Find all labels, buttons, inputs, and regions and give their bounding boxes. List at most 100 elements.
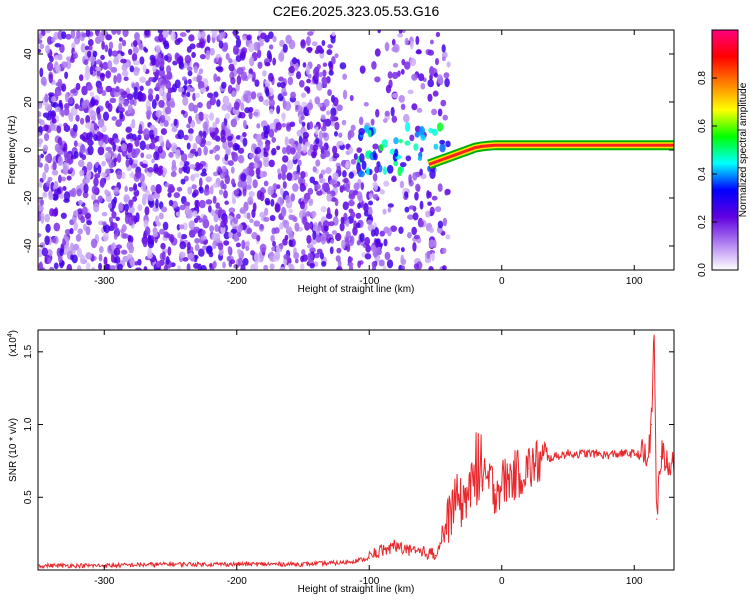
snr-point	[540, 460, 543, 462]
heatmap-cell	[202, 121, 209, 130]
heatmap-cell	[345, 230, 351, 239]
heatmap-cell	[40, 153, 44, 159]
heatmap-cell	[316, 63, 321, 70]
heatmap-cell	[233, 217, 239, 224]
heatmap-cell	[328, 61, 334, 72]
heatmap-cell	[233, 101, 240, 111]
heatmap-cell	[118, 37, 123, 42]
heatmap-cell	[53, 262, 59, 270]
heatmap-cell	[294, 222, 300, 232]
heatmap-cell	[404, 140, 411, 146]
heatmap-cell	[224, 200, 229, 205]
heatmap-cell	[389, 148, 396, 155]
heatmap-cell	[305, 36, 311, 47]
heatmap-cell	[212, 171, 219, 177]
heatmap-cell	[309, 121, 314, 130]
heatmap-cell	[38, 154, 41, 164]
heatmap-cell	[313, 252, 320, 259]
heatmap-cell	[289, 263, 295, 270]
heatmap-cell	[294, 258, 299, 264]
heatmap-cell	[197, 111, 204, 122]
snr-line	[38, 330, 674, 570]
heatmap-cell	[220, 172, 225, 180]
snr-point	[236, 563, 238, 565]
heatmap-cell	[41, 247, 48, 257]
heatmap-cell	[161, 206, 168, 213]
heatmap-cell	[133, 86, 138, 92]
heatmap-cell	[64, 92, 69, 103]
heatmap-cell	[208, 205, 212, 213]
heatmap-cell	[118, 42, 123, 52]
heatmap-cell	[178, 62, 185, 69]
heatmap-cell	[59, 193, 65, 199]
heatmap-cell	[100, 54, 105, 61]
heatmap-cell	[167, 246, 172, 256]
heatmap-cell	[48, 194, 54, 200]
heatmap-cell	[118, 202, 124, 212]
heatmap-cell	[390, 106, 395, 117]
heatmap-cell	[111, 30, 117, 35]
heatmap-cell	[314, 126, 319, 136]
heatmap-cell	[97, 195, 104, 203]
heatmap-cell	[394, 148, 399, 157]
heatmap-cell	[248, 152, 255, 159]
snr-point	[650, 423, 653, 426]
heatmap-cell	[326, 193, 333, 202]
heatmap-cell	[393, 137, 399, 145]
heatmap-cell	[112, 141, 117, 152]
heatmap-cell	[82, 191, 89, 199]
heatmap-cell	[212, 121, 218, 129]
heatmap-cell	[276, 184, 281, 190]
heatmap-cell	[76, 30, 81, 39]
heatmap-cell	[411, 103, 418, 111]
snr-point	[342, 562, 344, 564]
heatmap-cell	[359, 65, 366, 74]
heatmap-cell	[411, 73, 418, 81]
heatmap-cell	[39, 119, 45, 126]
heatmap-cell	[171, 159, 177, 169]
heatmap-cell	[221, 103, 228, 111]
heatmap-cell	[188, 221, 195, 228]
heatmap-cell	[182, 256, 189, 262]
heatmap-cell	[229, 259, 236, 265]
heatmap-cell	[108, 137, 113, 144]
heatmap-cell	[166, 91, 172, 102]
heatmap-cell	[331, 56, 336, 65]
heatmap-cell	[263, 180, 269, 187]
heatmap-cell	[302, 207, 306, 218]
heatmap-cell	[358, 170, 365, 178]
heatmap-cell	[357, 260, 362, 268]
heatmap-cell	[195, 113, 200, 122]
snr-y-tick-label: 1.0	[23, 417, 34, 431]
heatmap-cell	[340, 216, 345, 224]
heatmap-cell	[158, 32, 164, 43]
heatmap-cell	[358, 127, 366, 136]
heatmap-cell	[273, 251, 281, 260]
heatmap-cell	[231, 151, 236, 157]
heatmap-cell	[115, 227, 120, 236]
heatmap-cell	[96, 69, 101, 77]
heatmap-cell	[121, 64, 128, 72]
heatmap-cell	[84, 45, 90, 51]
heatmap-cell	[209, 130, 216, 138]
heatmap-cell	[168, 151, 174, 158]
heatmap-cell	[306, 102, 314, 111]
heatmap-cell	[250, 91, 257, 100]
heatmap-cell	[186, 66, 193, 72]
heatmap-cell	[156, 167, 164, 176]
heatmap-cell	[44, 213, 51, 223]
heatmap-cell	[301, 101, 307, 107]
heatmap-cell	[228, 231, 233, 239]
heatmap-cell	[335, 255, 341, 262]
snr-point	[640, 454, 642, 456]
heatmap-cell	[386, 164, 394, 174]
heatmap-cell	[404, 206, 410, 213]
heatmap-cell	[302, 131, 310, 139]
snr-point	[474, 482, 476, 484]
heatmap-cell	[57, 53, 63, 61]
heatmap-cell	[311, 41, 318, 47]
heatmap-cell	[42, 144, 49, 152]
heatmap-cell	[113, 74, 117, 85]
spectrogram-y-tick-label: 20	[23, 96, 34, 108]
heatmap-cell	[343, 177, 349, 184]
